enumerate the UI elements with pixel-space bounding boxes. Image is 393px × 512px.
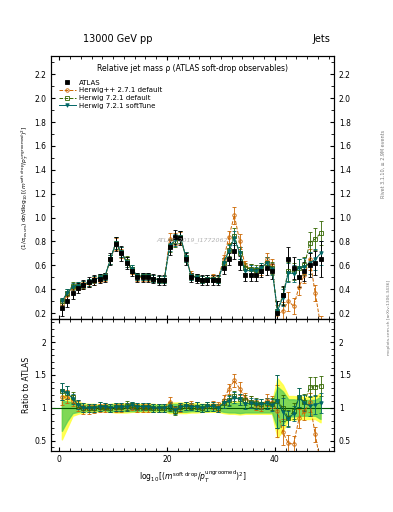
Text: 13000 GeV pp: 13000 GeV pp	[83, 33, 152, 44]
Legend: ATLAS, Herwig++ 2.7.1 default, Herwig 7.2.1 default, Herwig 7.2.1 softTune: ATLAS, Herwig++ 2.7.1 default, Herwig 7.…	[57, 78, 163, 110]
Y-axis label: $(1/\sigma_{\rm resum})\,{\rm d}\sigma/{\rm d}\log_{10}[(m^{\rm soft\ drop}/p_T^: $(1/\sigma_{\rm resum})\,{\rm d}\sigma/{…	[20, 125, 31, 250]
Text: ATLAS_2019_I1772062: ATLAS_2019_I1772062	[157, 238, 228, 243]
Text: Rivet 3.1.10, ≥ 2.9M events: Rivet 3.1.10, ≥ 2.9M events	[381, 130, 386, 198]
X-axis label: $\log_{10}[(m^{\rm soft\ drop}/p_T^{\rm ungroomed})^2]$: $\log_{10}[(m^{\rm soft\ drop}/p_T^{\rm …	[139, 468, 246, 485]
Text: mcplots.cern.ch [arXiv:1306.3436]: mcplots.cern.ch [arXiv:1306.3436]	[387, 280, 391, 355]
Text: Relative jet mass ρ (ATLAS soft-drop observables): Relative jet mass ρ (ATLAS soft-drop obs…	[97, 64, 288, 73]
Y-axis label: Ratio to ATLAS: Ratio to ATLAS	[22, 357, 31, 413]
Text: Jets: Jets	[312, 33, 330, 44]
